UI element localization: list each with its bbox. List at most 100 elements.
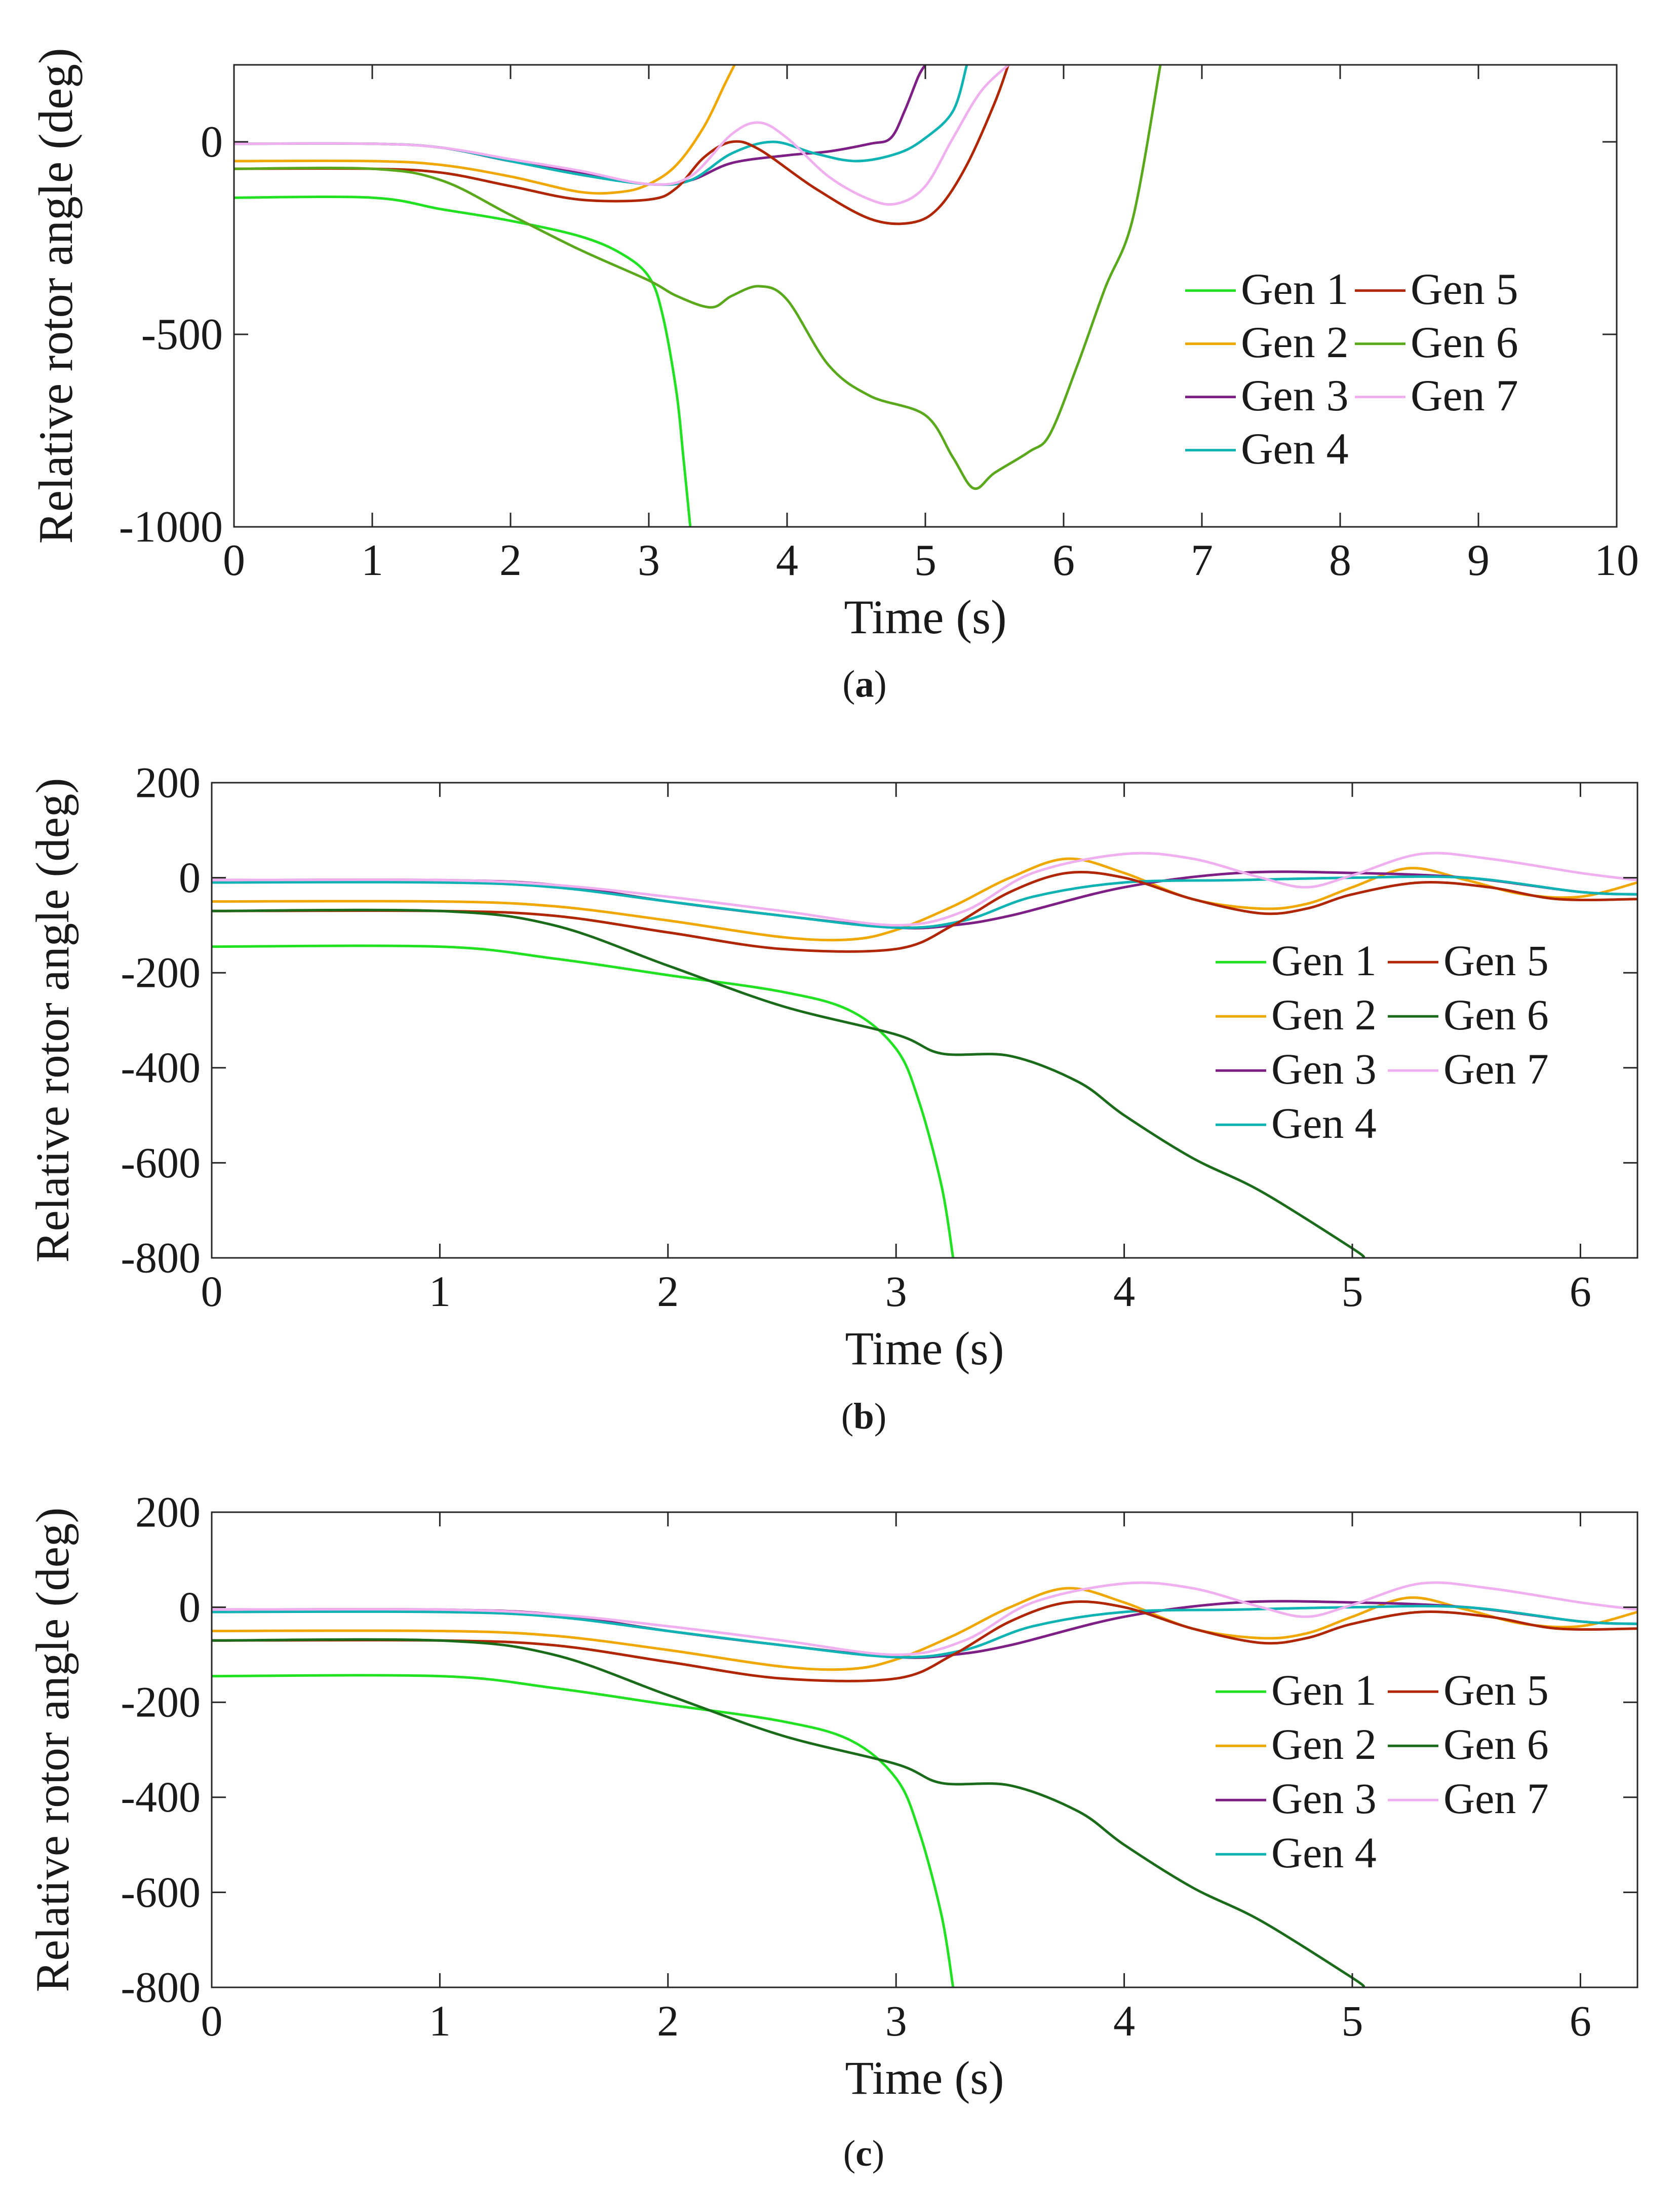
legend-label: Gen 2 [1241,318,1349,367]
y-axis-label: Relative rotor angle (deg) [29,48,83,544]
legend: Gen 1 Gen 2 Gen 3 Gen 4 Gen 5 Gen 6 Gen 7 [1216,1666,1549,1877]
legend-label: Gen 3 [1271,1774,1377,1823]
legend-label: Gen 2 [1271,1720,1377,1769]
legend-label: Gen 4 [1271,1828,1377,1877]
series-line-gen-2 [212,857,1637,942]
legend-label: Gen 1 [1241,265,1349,314]
x-tick-label: 5 [1342,1267,1363,1316]
legend: Gen 1 Gen 2 Gen 3 Gen 4 Gen 5 Gen 6 Gen 7 [1216,936,1549,1147]
x-tick-label: 9 [1467,536,1490,585]
x-axis-label: Time (s) [844,590,1006,644]
x-tick-label: 0 [201,1996,223,2045]
legend-label: Gen 4 [1241,425,1349,474]
series-line-gen-5 [212,870,1637,953]
x-tick-label: 0 [201,1267,223,1316]
y-tick-label: 200 [135,758,201,807]
chart-c: 0 1 2 3 4 5 6 200 0 -200 -400 -600 -800 Time (s) Relat… [27,1487,1638,2174]
legend-label: Gen 6 [1443,1720,1549,1769]
series-line-gen-6 [234,65,1162,490]
legend-label: Gen 3 [1271,1045,1377,1093]
x-tick-label: 8 [1329,536,1351,585]
series-line-gen-7 [212,1581,1637,1656]
x-tick-label: 2 [499,536,522,585]
x-tick-label: 2 [657,1267,679,1316]
legend-label: Gen 2 [1271,990,1377,1039]
y-tick-label: -800 [121,1963,201,2011]
x-axis-label: Time (s) [845,2052,1004,2104]
y-tick-label: 0 [179,853,201,902]
panel-caption: (a) [842,663,886,705]
x-tick-label: 1 [361,536,383,585]
figure-panel-a: 0 1 2 3 4 5 6 7 8 9 10 0 -500 -1000 Time (s) Relative r… [0,0,1680,719]
y-tick-label: -400 [121,1773,201,1821]
series-line-gen-6 [212,1638,1365,1987]
y-tick-label: -600 [121,1138,201,1187]
x-tick-label: 3 [885,1996,907,2045]
y-axis-label: Relative rotor angle (deg) [27,1508,79,1992]
x-tick-label: 4 [1113,1267,1135,1316]
x-tick-label: 2 [657,1996,679,2045]
x-tick-label: 4 [776,536,798,585]
y-tick-label: -600 [121,1868,201,1916]
series-line-gen-7 [234,65,1009,206]
series-group [234,65,1162,527]
legend-label: Gen 5 [1443,936,1549,985]
panel-caption: (b) [841,1396,886,1437]
series-line-gen-1 [212,944,955,1258]
axes-box [233,64,1618,528]
series-line-gen-1 [212,1674,955,1987]
y-tick-label: -200 [121,1678,201,1726]
x-tick-label: 0 [223,536,245,585]
chart-a: 0 1 2 3 4 5 6 7 8 9 10 0 -500 -1000 Time (s) Relative r… [29,48,1639,705]
series-line-gen-4 [212,875,1637,929]
series-line-gen-3 [234,65,927,186]
legend-label: Gen 7 [1443,1045,1549,1093]
y-tick-label: 0 [201,118,223,167]
series-line-gen-7 [212,852,1637,927]
series-line-gen-2 [212,1587,1637,1671]
y-tick-label: -400 [121,1043,201,1092]
x-tick-label: 7 [1191,536,1213,585]
y-tick-label: -800 [121,1233,201,1282]
series-line-gen-4 [234,65,968,186]
x-tick-label: 1 [429,1267,451,1316]
figure-panel-c: 0 1 2 3 4 5 6 200 0 -200 -400 -600 -800 Time (s) Relat… [0,1449,1680,2186]
x-tick-label: 6 [1570,1996,1591,2045]
x-tick-label: 3 [638,536,660,585]
legend-label: Gen 3 [1241,371,1349,420]
legend-label: Gen 5 [1443,1666,1549,1714]
x-tick-label: 6 [1570,1267,1591,1316]
series-line-gen-6 [212,908,1365,1258]
x-axis-label: Time (s) [845,1323,1004,1375]
panel-caption: (c) [843,2133,884,2174]
y-tick-label: 0 [179,1583,201,1631]
legend-label: Gen 1 [1271,936,1377,985]
legend-label: Gen 6 [1411,318,1518,367]
x-tick-label: 4 [1113,1996,1135,2045]
axes-box [211,782,1638,1259]
series-line-gen-2 [234,65,736,195]
y-tick-label: -1000 [119,503,223,552]
figure-panel-b: 0 1 2 3 4 5 6 200 0 -200 -400 -600 -800 Time (s) Relat… [0,719,1680,1449]
axes-box [211,1511,1638,1988]
x-tick-label: 5 [1342,1996,1363,2045]
y-tick-label: 200 [135,1487,201,1536]
y-tick-label: -500 [141,310,223,359]
x-tick-label: 6 [1052,536,1075,585]
x-tick-label: 10 [1594,536,1639,585]
y-tick-label: -200 [121,948,201,997]
legend-label: Gen 1 [1271,1666,1377,1714]
chart-b: 0 1 2 3 4 5 6 200 0 -200 -400 -600 -800 Time (s) Relat… [27,758,1638,1437]
legend-label: Gen 5 [1411,265,1518,314]
y-axis-label: Relative rotor angle (deg) [27,778,79,1263]
series-line-gen-1 [234,196,692,527]
series-line-gen-4 [212,1604,1637,1659]
x-tick-label: 1 [429,1996,451,2045]
legend-label: Gen 4 [1271,1099,1377,1147]
legend-label: Gen 7 [1443,1774,1549,1823]
x-tick-label: 3 [885,1267,907,1316]
legend-label: Gen 6 [1443,990,1549,1039]
legend-label: Gen 7 [1411,371,1518,420]
series-line-gen-5 [212,1600,1637,1682]
